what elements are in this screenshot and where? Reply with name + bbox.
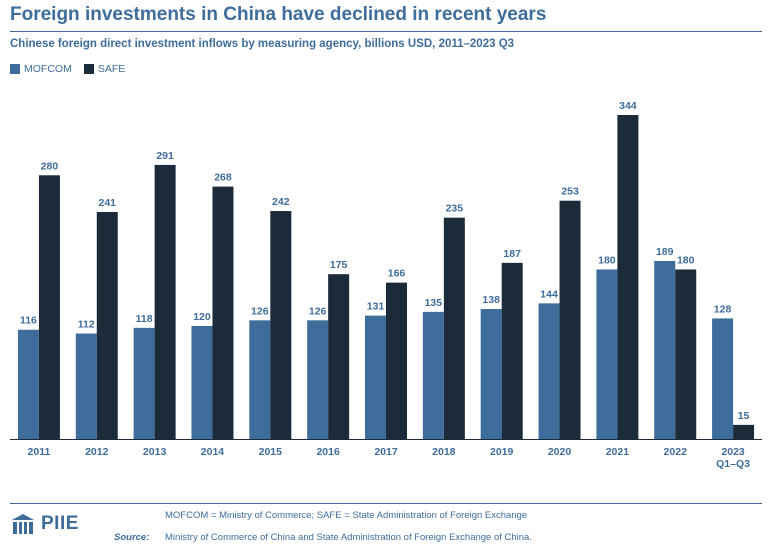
data-label-mofcom-8: 138	[482, 294, 500, 306]
x-tick-label-11: 2022	[664, 446, 688, 458]
data-label-mofcom-12: 128	[714, 303, 732, 315]
bar-safe-2	[154, 164, 176, 439]
title-divider	[10, 31, 762, 32]
chart-title: Foreign investments in China have declin…	[10, 4, 547, 25]
bar-chart: 116 280 2011 112 241 2012 118 291 2013 120 268 2014…	[10, 100, 762, 470]
piie-building-icon	[12, 514, 34, 534]
bar-safe-3	[212, 186, 234, 439]
bar-mofcom-3	[191, 325, 213, 439]
data-label-mofcom-6: 131	[367, 301, 385, 313]
legend-swatch-mofcom	[10, 64, 20, 74]
x-tick-label-1: 2012	[85, 446, 109, 458]
data-label-mofcom-3: 120	[193, 311, 211, 323]
data-label-mofcom-10: 180	[598, 254, 616, 266]
bar-safe-0	[38, 175, 60, 440]
data-label-mofcom-5: 126	[309, 305, 327, 317]
legend-label-mofcom: MOFCOM	[24, 63, 72, 75]
chart-legend: MOFCOM SAFE	[10, 63, 125, 75]
legend-item-safe: SAFE	[83, 63, 126, 75]
legend-item-mofcom: MOFCOM	[10, 63, 72, 75]
bar-safe-7	[443, 217, 465, 439]
x-tick-label-5: 2016	[316, 446, 340, 458]
data-label-safe-6: 166	[388, 268, 406, 280]
bar-safe-1	[96, 212, 118, 439]
source-label: Source:	[114, 532, 150, 543]
x-tick-label-2: 2013	[143, 446, 167, 458]
data-label-safe-12: 15	[738, 410, 750, 422]
data-label-safe-3: 268	[214, 172, 232, 184]
bar-mofcom-2	[133, 327, 155, 439]
bar-safe-10	[617, 115, 639, 439]
bar-safe-4	[270, 211, 292, 439]
bar-safe-8	[501, 262, 523, 439]
legend-label-safe: SAFE	[97, 63, 126, 75]
data-label-mofcom-9: 144	[540, 288, 558, 300]
x-tick-label-6: 2017	[374, 446, 398, 458]
x-tick-label-7: 2018	[432, 446, 456, 458]
data-label-safe-10: 344	[619, 100, 637, 112]
bar-safe-5	[328, 274, 350, 439]
data-label-safe-5: 175	[330, 259, 348, 271]
abbreviation-note: MOFCOM = Ministry of Commerce; SAFE = St…	[165, 510, 528, 521]
bar-safe-9	[559, 200, 581, 439]
data-label-safe-11: 180	[677, 254, 695, 266]
data-label-mofcom-7: 135	[425, 297, 443, 309]
data-label-safe-2: 291	[156, 150, 174, 162]
x-tick-label-8: 2019	[490, 446, 514, 458]
x-tick-label-3: 2014	[201, 446, 225, 458]
data-label-safe-1: 241	[99, 197, 117, 209]
data-label-safe-0: 280	[41, 160, 59, 172]
data-label-mofcom-2: 118	[136, 313, 153, 325]
bar-mofcom-4	[249, 320, 271, 439]
piie-logo: PIIE	[10, 511, 79, 537]
data-label-mofcom-0: 116	[20, 315, 37, 327]
chart-subtitle: Chinese foreign direct investment inflow…	[10, 38, 515, 50]
legend-swatch-safe	[83, 64, 94, 74]
bar-safe-12	[733, 424, 755, 439]
logo-text: PIIE	[41, 513, 79, 534]
data-label-safe-4: 242	[272, 196, 290, 208]
footer-divider	[10, 503, 762, 504]
bar-mofcom-10	[596, 269, 618, 439]
bar-mofcom-12	[712, 318, 734, 439]
source-text: Ministry of Commerce of China and State …	[165, 532, 532, 543]
data-label-safe-8: 187	[503, 248, 521, 260]
data-label-mofcom-4: 126	[251, 305, 269, 317]
bar-safe-11	[675, 269, 697, 439]
bar-mofcom-1	[75, 333, 97, 439]
x-tick-label-10: 2021	[606, 446, 630, 458]
x-tick-label-9: 2020	[548, 446, 572, 458]
data-label-mofcom-11: 189	[656, 246, 674, 258]
x-tick-label-12: 2023 Q1–Q3	[716, 446, 750, 470]
bar-mofcom-9	[538, 303, 560, 439]
x-tick-label-4: 2015	[259, 446, 283, 458]
bar-safe-6	[386, 282, 407, 439]
bar-mofcom-8	[480, 309, 502, 439]
data-label-mofcom-1: 112	[78, 319, 95, 331]
x-tick-label-0: 2011	[28, 446, 51, 458]
bar-mofcom-11	[654, 260, 676, 439]
data-label-safe-7: 235	[446, 203, 464, 215]
bar-mofcom-6	[365, 315, 386, 439]
bar-mofcom-5	[307, 320, 329, 439]
bar-mofcom-0	[17, 329, 39, 439]
data-label-safe-9: 253	[561, 186, 579, 198]
bar-mofcom-7	[422, 311, 444, 439]
